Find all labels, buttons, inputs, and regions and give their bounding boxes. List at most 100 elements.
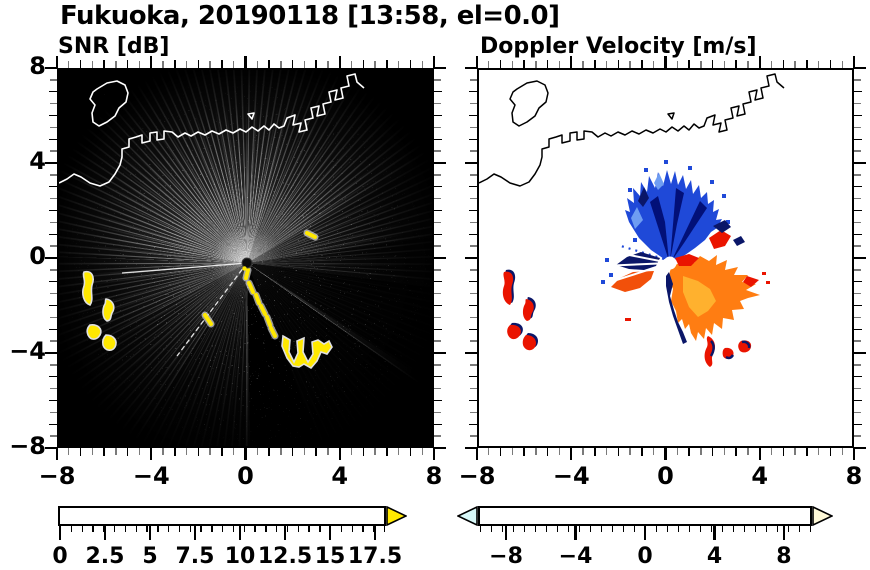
colorbar-minor-tick bbox=[243, 526, 245, 532]
axis-tick bbox=[55, 448, 59, 460]
axis-tick bbox=[434, 256, 446, 260]
coastline-path bbox=[59, 73, 365, 187]
axis-tick bbox=[854, 316, 861, 319]
axis-tick bbox=[854, 114, 862, 117]
doppler-se-echo-accent bbox=[709, 340, 751, 360]
axis-tick bbox=[770, 61, 773, 68]
colorbar-tick-label: 17.5 bbox=[347, 544, 403, 569]
axis-tick bbox=[475, 56, 479, 68]
axis-tick bbox=[256, 448, 258, 455]
axis-tick bbox=[49, 423, 57, 425]
axis-tick bbox=[854, 174, 861, 176]
colorbar-minor-tick bbox=[308, 526, 310, 532]
axis-tick bbox=[535, 61, 537, 68]
y-axis-label: −8 bbox=[9, 432, 46, 460]
doppler-navy-patch bbox=[713, 220, 731, 233]
axis-tick bbox=[470, 316, 477, 319]
x-axis-label: 4 bbox=[751, 462, 769, 490]
axis-tick bbox=[470, 102, 477, 105]
axis-tick bbox=[470, 340, 477, 342]
colorbar-minor-tick bbox=[689, 526, 691, 532]
axis-tick bbox=[617, 60, 620, 68]
doppler-colorbar bbox=[478, 506, 812, 526]
colorbar-minor-tick bbox=[211, 526, 213, 532]
axis-tick bbox=[268, 60, 270, 68]
axis-tick bbox=[535, 448, 537, 455]
colorbar-major-tick bbox=[574, 526, 577, 540]
axis-tick bbox=[465, 351, 477, 355]
colorbar-minor-tick bbox=[799, 526, 801, 532]
axis-tick bbox=[49, 186, 57, 188]
axis-tick bbox=[50, 79, 57, 81]
axis-tick bbox=[338, 56, 341, 68]
axis-tick bbox=[280, 448, 282, 455]
x-axis-label: 8 bbox=[845, 462, 863, 490]
x-axis-label: 0 bbox=[237, 462, 254, 490]
snr-thin-ray-west bbox=[121, 262, 248, 274]
axis-tick bbox=[570, 56, 573, 68]
colorbar-minor-tick bbox=[755, 526, 757, 532]
axis-tick bbox=[629, 61, 631, 68]
colorbar-minor-tick bbox=[711, 526, 713, 532]
axis-tick bbox=[546, 448, 549, 456]
axis-tick bbox=[782, 448, 784, 456]
snr-island-echo bbox=[82, 270, 94, 306]
axis-tick bbox=[434, 161, 446, 165]
axis-tick bbox=[854, 197, 861, 200]
colorbar-major-tick bbox=[103, 526, 107, 540]
axis-tick bbox=[291, 60, 294, 68]
axis-tick bbox=[499, 448, 502, 456]
axis-tick bbox=[374, 61, 376, 68]
figure-title: Fukuoka, 20190118 [13:58, el=0.0] bbox=[60, 1, 560, 31]
axis-tick bbox=[362, 60, 364, 68]
axis-tick bbox=[488, 61, 490, 68]
colorbar-minor-tick bbox=[480, 526, 482, 532]
colorbar-minor-tick bbox=[384, 526, 386, 532]
axis-tick bbox=[605, 61, 608, 68]
axis-tick bbox=[327, 61, 329, 68]
axis-tick bbox=[469, 328, 477, 330]
axis-tick bbox=[209, 448, 211, 455]
axis-tick bbox=[50, 316, 57, 319]
axis-tick bbox=[197, 448, 200, 456]
axis-tick bbox=[794, 448, 796, 455]
colorbar-minor-tick bbox=[232, 526, 235, 532]
x-axis-label: 4 bbox=[331, 462, 349, 490]
colorbar-major-tick bbox=[504, 526, 508, 540]
axis-tick bbox=[386, 60, 388, 68]
axis-tick bbox=[854, 376, 862, 378]
colorbar-minor-tick bbox=[168, 526, 170, 532]
axis-tick bbox=[723, 448, 726, 455]
axis-tick bbox=[434, 411, 441, 414]
axis-tick bbox=[854, 161, 866, 165]
axis-tick bbox=[50, 102, 57, 105]
snr-island-echo bbox=[101, 334, 117, 351]
radar-center-hole bbox=[663, 256, 677, 270]
colorbar-major-tick bbox=[58, 526, 62, 540]
colorbar-minor-tick bbox=[744, 526, 746, 532]
axis-tick bbox=[747, 61, 749, 68]
islet-outline bbox=[667, 112, 675, 120]
axis-tick bbox=[174, 448, 176, 456]
axis-tick bbox=[50, 364, 57, 366]
axis-tick bbox=[854, 102, 861, 105]
colorbar-tick-label: 5 bbox=[142, 544, 158, 569]
axis-tick bbox=[126, 60, 129, 68]
axis-tick bbox=[688, 60, 690, 68]
colorbar-tick-label: 12.5 bbox=[257, 544, 313, 569]
axis-tick bbox=[854, 269, 861, 271]
colorbar-minor-tick bbox=[373, 526, 375, 532]
colorbar-tick-label: 0 bbox=[637, 544, 653, 569]
colorbar-minor-tick bbox=[70, 526, 73, 532]
axis-tick bbox=[150, 56, 153, 68]
axis-tick bbox=[50, 435, 57, 437]
axis-tick bbox=[470, 387, 477, 390]
colorbar-minor-tick bbox=[810, 526, 812, 532]
axis-tick bbox=[469, 423, 477, 425]
snr-panel bbox=[57, 68, 434, 448]
doppler-red-patch bbox=[675, 254, 699, 266]
axis-tick bbox=[829, 448, 832, 456]
doppler-navy-streak bbox=[670, 188, 684, 261]
colorbar-minor-tick bbox=[362, 526, 364, 532]
axis-tick bbox=[303, 61, 306, 68]
